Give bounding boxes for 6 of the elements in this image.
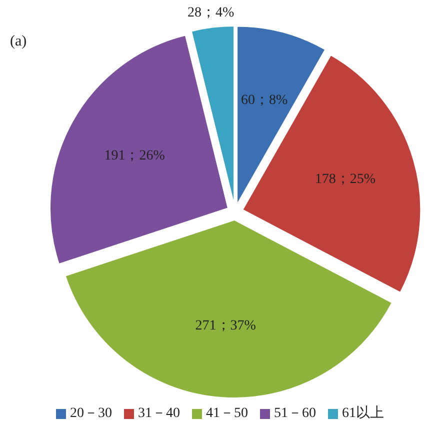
legend-label: 41－50 <box>206 406 248 422</box>
legend-label: 20－30 <box>70 406 112 422</box>
title: (a) <box>10 33 27 50</box>
legend-label: 61以上 <box>342 405 384 422</box>
legend-label: 31－40 <box>138 406 180 422</box>
legend-label: 51－60 <box>274 406 316 422</box>
